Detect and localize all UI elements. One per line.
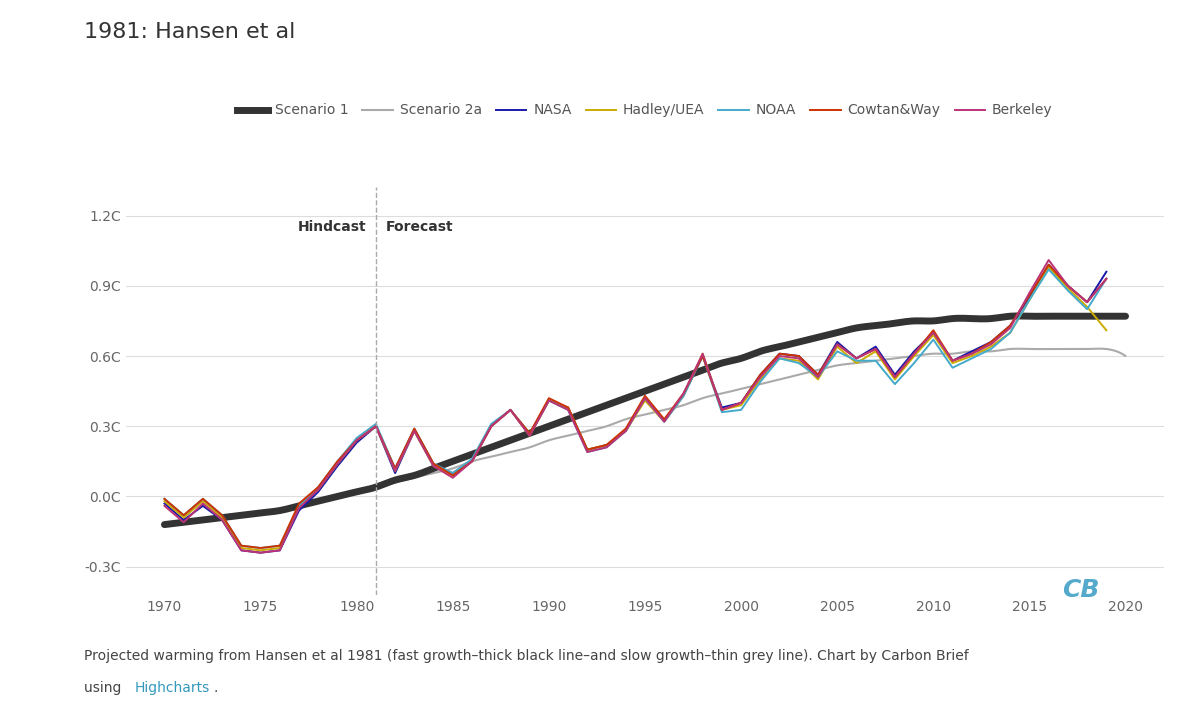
Text: Highcharts: Highcharts xyxy=(134,681,210,695)
Text: Forecast: Forecast xyxy=(385,220,454,234)
Text: 1981: Hansen et al: 1981: Hansen et al xyxy=(84,22,295,42)
Text: Hindcast: Hindcast xyxy=(298,220,366,234)
Text: Projected warming from Hansen et al 1981 (fast growth–thick black line–and slow : Projected warming from Hansen et al 1981… xyxy=(84,649,968,663)
Legend: Scenario 1, Scenario 2a, NASA, Hadley/UEA, NOAA, Cowtan&Way, Berkeley: Scenario 1, Scenario 2a, NASA, Hadley/UE… xyxy=(232,98,1058,123)
Text: CB: CB xyxy=(1062,578,1099,602)
Text: .: . xyxy=(214,681,218,695)
Text: using: using xyxy=(84,681,126,695)
